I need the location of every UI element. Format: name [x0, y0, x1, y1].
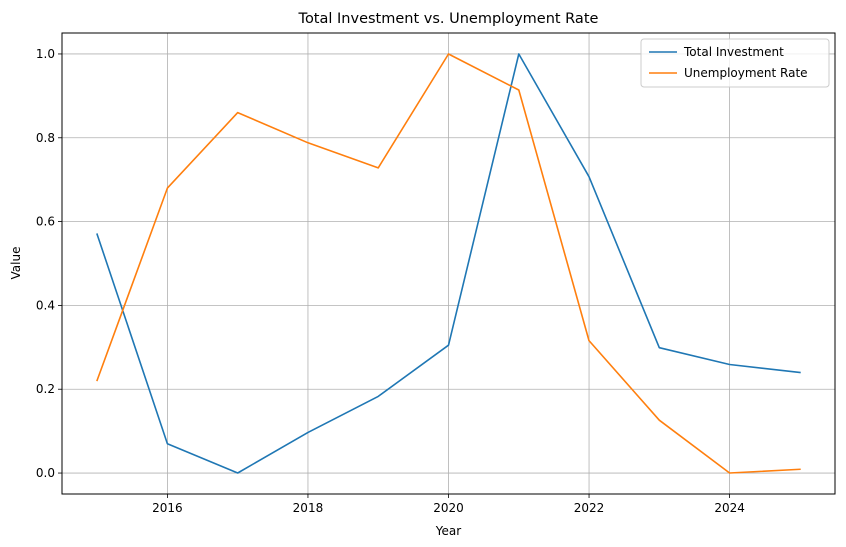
y-axis-label: Value: [9, 247, 23, 280]
y-tick-label: 0.6: [36, 215, 55, 229]
legend-box: [640, 38, 830, 88]
x-tick-label: 2020: [433, 501, 464, 515]
axis-ticks: 2016 2018 2020 2022 2024 0.0 0.2 0.4 0.6 0.8 1.0: [36, 47, 745, 515]
y-tick-label: 0.4: [36, 298, 55, 312]
legend-label: Total Investment: [683, 45, 784, 59]
series-lines: [96, 53, 801, 474]
legend-label: Unemployment Rate: [684, 66, 808, 80]
x-tick-label: 2016: [152, 501, 183, 515]
y-tick-label: 0.0: [36, 466, 55, 480]
series-line-unemployment-rate: [96, 53, 801, 474]
y-tick-label: 1.0: [36, 47, 55, 61]
x-axis-label: Year: [435, 524, 461, 538]
chart-title: Total Investment vs. Unemployment Rate: [298, 11, 599, 27]
x-tick-label: 2022: [574, 501, 605, 515]
x-tick-label: 2018: [293, 501, 324, 515]
x-tick-label: 2024: [714, 501, 745, 515]
y-tick-label: 0.2: [36, 382, 55, 396]
legend: Total Investment Unemployment Rate: [640, 38, 830, 88]
series-line-total-investment: [96, 53, 801, 474]
y-tick-label: 0.8: [36, 131, 55, 145]
